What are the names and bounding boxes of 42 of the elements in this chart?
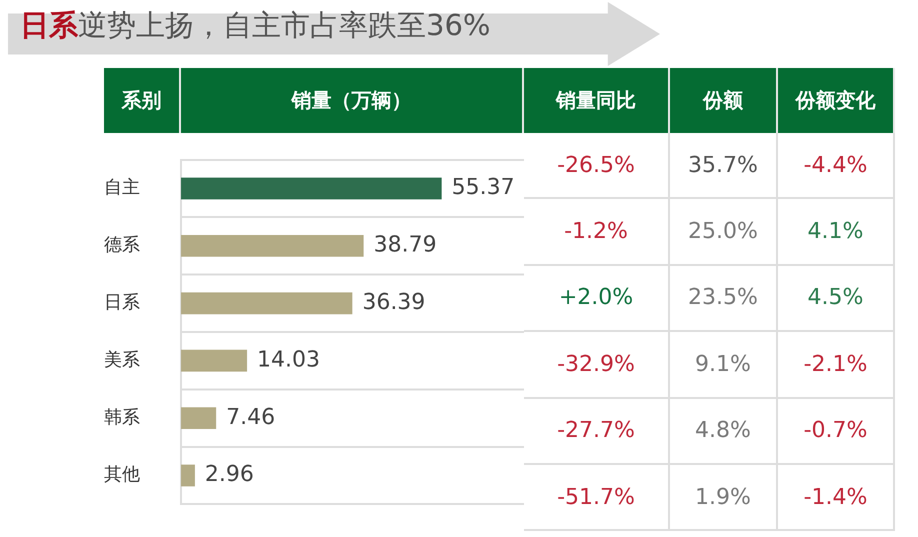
data-label: -26.5% (524, 133, 670, 200)
text: 份额 (670, 68, 778, 133)
y-tick-label: 美系 (104, 349, 140, 370)
y-axis-title: 系别 (104, 68, 181, 133)
text: 份额变化 (778, 68, 895, 133)
y-tick-label: 日系 (104, 292, 140, 313)
data-label: 35.7% (670, 133, 778, 200)
data-label: -51.7% (524, 465, 670, 532)
text: 销量同比 (524, 68, 670, 133)
data-label: 55.37 (452, 175, 515, 200)
data-label: 38.79 (374, 232, 437, 258)
data-label: -4.4% (778, 133, 895, 200)
data-label: -32.9% (524, 332, 670, 399)
data-label: 14.03 (257, 347, 320, 372)
y-tick-label: 韩系 (104, 406, 140, 428)
data-label: 2.96 (204, 462, 254, 488)
data-label: -1.4% (778, 465, 895, 532)
bar (181, 292, 352, 314)
data-label: 25.0% (670, 199, 778, 266)
data-label: 23.5% (670, 266, 778, 332)
data-label: 4.1% (778, 199, 895, 266)
chart-title: 日系逆势上扬，自主市占率跌至36% (20, 7, 490, 44)
data-label: 9.1% (670, 332, 778, 399)
data-label: 4.8% (670, 398, 778, 465)
data-label: 36.39 (362, 290, 426, 316)
y-tick-label: 自主 (104, 177, 140, 198)
y-tick-label: 德系 (104, 234, 140, 256)
data-label: +2.0% (524, 266, 670, 332)
bar (181, 178, 442, 200)
data-label: 7.46 (226, 404, 276, 430)
x-axis-title: 销量（万辆） (181, 68, 524, 133)
data-label: -0.7% (778, 398, 895, 465)
bar (181, 350, 248, 372)
bar (181, 464, 195, 486)
y-tick-label: 其他 (104, 464, 140, 486)
data-label: 4.5% (778, 266, 895, 332)
data-label: -1.2% (524, 199, 670, 266)
data-label: -27.7% (524, 398, 670, 465)
data-label: 1.9% (670, 465, 778, 532)
bar (181, 407, 216, 430)
bar (181, 234, 364, 257)
data-label: -2.1% (778, 332, 895, 399)
